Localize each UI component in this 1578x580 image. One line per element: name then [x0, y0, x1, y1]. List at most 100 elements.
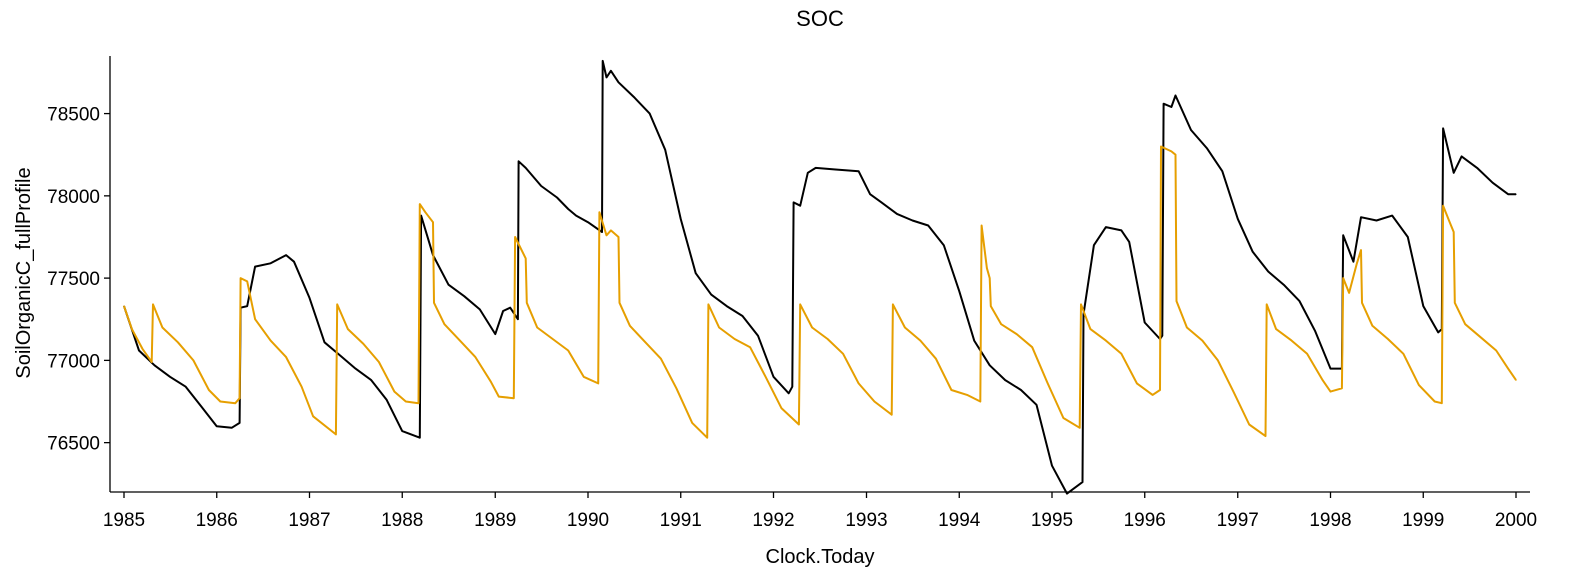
data-point — [474, 356, 476, 358]
data-point — [1441, 402, 1443, 404]
data-point — [1361, 302, 1363, 304]
data-point — [401, 430, 403, 432]
data-point — [1080, 303, 1082, 305]
data-point — [1360, 249, 1362, 251]
x-tick-label: 1996 — [1124, 510, 1166, 531]
x-axis-ticks: 1985 1986 1987 1988 1989 1990 1991 1992 1993 1994… — [103, 492, 1537, 531]
data-point — [200, 405, 202, 407]
data-point — [1264, 435, 1267, 437]
data-point — [1375, 219, 1378, 222]
data-point — [1152, 394, 1154, 396]
data-point — [185, 386, 187, 388]
x-tick-label: 1985 — [103, 510, 145, 531]
data-point — [587, 221, 589, 223]
data-point — [1120, 353, 1122, 355]
data-point — [749, 346, 751, 348]
y-tick-label: 78000 — [47, 187, 100, 208]
data-point — [1437, 331, 1439, 333]
data-point — [502, 310, 504, 312]
x-tick-label: 1988 — [381, 510, 423, 531]
data-point — [270, 262, 272, 264]
data-point — [1341, 387, 1343, 389]
y-axis-ticks: 76500 77000 77500 78000 78500 — [47, 105, 110, 455]
data-point — [525, 167, 527, 169]
x-tick-label: 1997 — [1217, 510, 1259, 531]
data-point — [858, 382, 860, 384]
x-tick-label: 1990 — [567, 510, 609, 531]
data-point — [660, 358, 662, 360]
data-point — [433, 302, 435, 304]
y-tick-label: 76500 — [47, 434, 100, 455]
data-point — [1275, 328, 1277, 330]
series-1 — [123, 145, 1517, 439]
x-tick-label: 1995 — [1031, 510, 1073, 531]
data-point — [807, 172, 809, 174]
data-point — [419, 203, 421, 205]
data-point — [1105, 226, 1107, 228]
data-point — [1081, 481, 1084, 483]
data-point — [610, 229, 612, 231]
x-tick-label: 1993 — [845, 510, 887, 531]
data-point — [556, 196, 558, 199]
data-point — [757, 335, 759, 337]
data-point — [973, 340, 975, 342]
data-point — [869, 193, 871, 195]
data-point — [1020, 389, 1022, 391]
data-point — [958, 290, 960, 292]
data-point — [370, 379, 372, 381]
data-point — [1016, 333, 1018, 335]
data-point — [161, 326, 163, 329]
data-point — [834, 168, 837, 171]
data-point — [1266, 303, 1268, 305]
data-point — [141, 348, 144, 350]
data-point — [1515, 193, 1517, 195]
data-point — [799, 205, 801, 207]
data-point — [710, 294, 712, 296]
data-point — [192, 359, 194, 361]
data-point — [347, 328, 349, 330]
data-point — [927, 224, 929, 227]
data-point — [514, 236, 516, 238]
data-point — [1387, 338, 1389, 340]
data-point — [741, 315, 744, 317]
data-point — [151, 361, 153, 363]
data-point — [858, 170, 860, 172]
data-point — [1128, 241, 1130, 243]
data-point — [718, 326, 720, 329]
data-point — [1144, 321, 1146, 324]
data-point — [1160, 145, 1162, 148]
data-point — [1495, 349, 1497, 352]
data-point — [312, 415, 314, 417]
data-point — [1217, 359, 1219, 361]
data-point — [981, 224, 983, 227]
data-point — [270, 340, 272, 342]
data-point — [1174, 94, 1177, 97]
data-point — [1201, 340, 1203, 342]
data-point — [1356, 262, 1358, 264]
data-point — [1476, 167, 1478, 169]
y-tick-label: 77000 — [47, 351, 100, 372]
data-point — [447, 284, 450, 286]
data-point — [1159, 389, 1161, 391]
data-point — [1402, 353, 1404, 355]
data-point — [1267, 270, 1269, 273]
data-point — [1062, 417, 1064, 419]
data-point — [772, 376, 775, 378]
data-point — [815, 167, 817, 169]
data-point — [1035, 404, 1038, 406]
data-point — [1237, 218, 1239, 220]
data-point — [1174, 154, 1177, 156]
data-point — [675, 387, 678, 389]
data-point — [597, 382, 599, 384]
data-point — [386, 399, 388, 401]
data-point — [1391, 215, 1393, 217]
data-point — [490, 381, 492, 383]
data-point — [513, 397, 515, 399]
data-point — [1047, 382, 1049, 384]
data-point — [605, 234, 608, 236]
data-point — [239, 422, 241, 424]
data-point — [986, 267, 988, 269]
series-line-0 — [123, 59, 1516, 495]
y-axis-title: SoilOrganicC_fullProfile — [13, 167, 35, 378]
data-point — [459, 340, 461, 342]
